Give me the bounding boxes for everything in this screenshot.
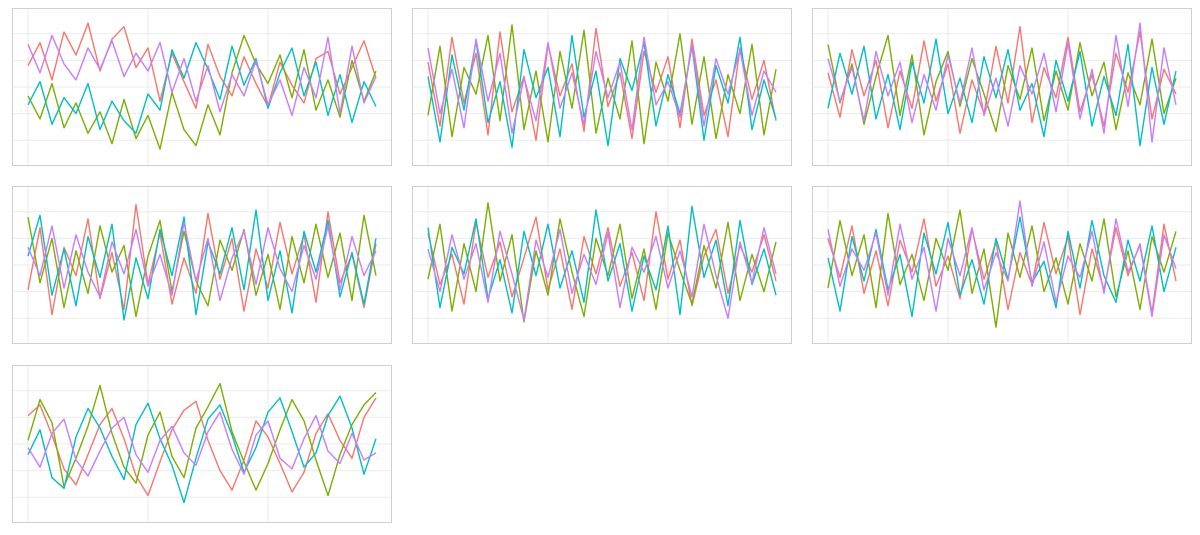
panel xyxy=(412,8,792,166)
series-line xyxy=(27,395,377,504)
series-line xyxy=(27,411,377,477)
panel xyxy=(812,8,1192,166)
series-line xyxy=(27,34,377,150)
series-line xyxy=(827,200,1177,318)
series-line xyxy=(27,397,377,497)
series-line xyxy=(27,214,377,318)
series-line xyxy=(827,22,1177,143)
series-line xyxy=(27,22,377,109)
series-line xyxy=(827,34,1177,136)
series-line xyxy=(427,27,777,141)
panel xyxy=(12,365,392,523)
series-line xyxy=(27,34,377,117)
series-line xyxy=(427,223,777,321)
panel xyxy=(812,186,1192,344)
series-line xyxy=(27,382,377,497)
series-line xyxy=(27,41,377,134)
series-line xyxy=(427,36,777,134)
series-line xyxy=(27,209,377,321)
series-line xyxy=(27,204,377,316)
panel xyxy=(412,186,792,344)
panel xyxy=(12,186,392,344)
series-line xyxy=(427,34,777,148)
series-line xyxy=(827,38,1177,147)
series-line xyxy=(427,205,777,316)
series-line xyxy=(27,221,377,302)
series-line xyxy=(827,216,1177,318)
series-line xyxy=(427,211,777,311)
panel xyxy=(12,8,392,166)
